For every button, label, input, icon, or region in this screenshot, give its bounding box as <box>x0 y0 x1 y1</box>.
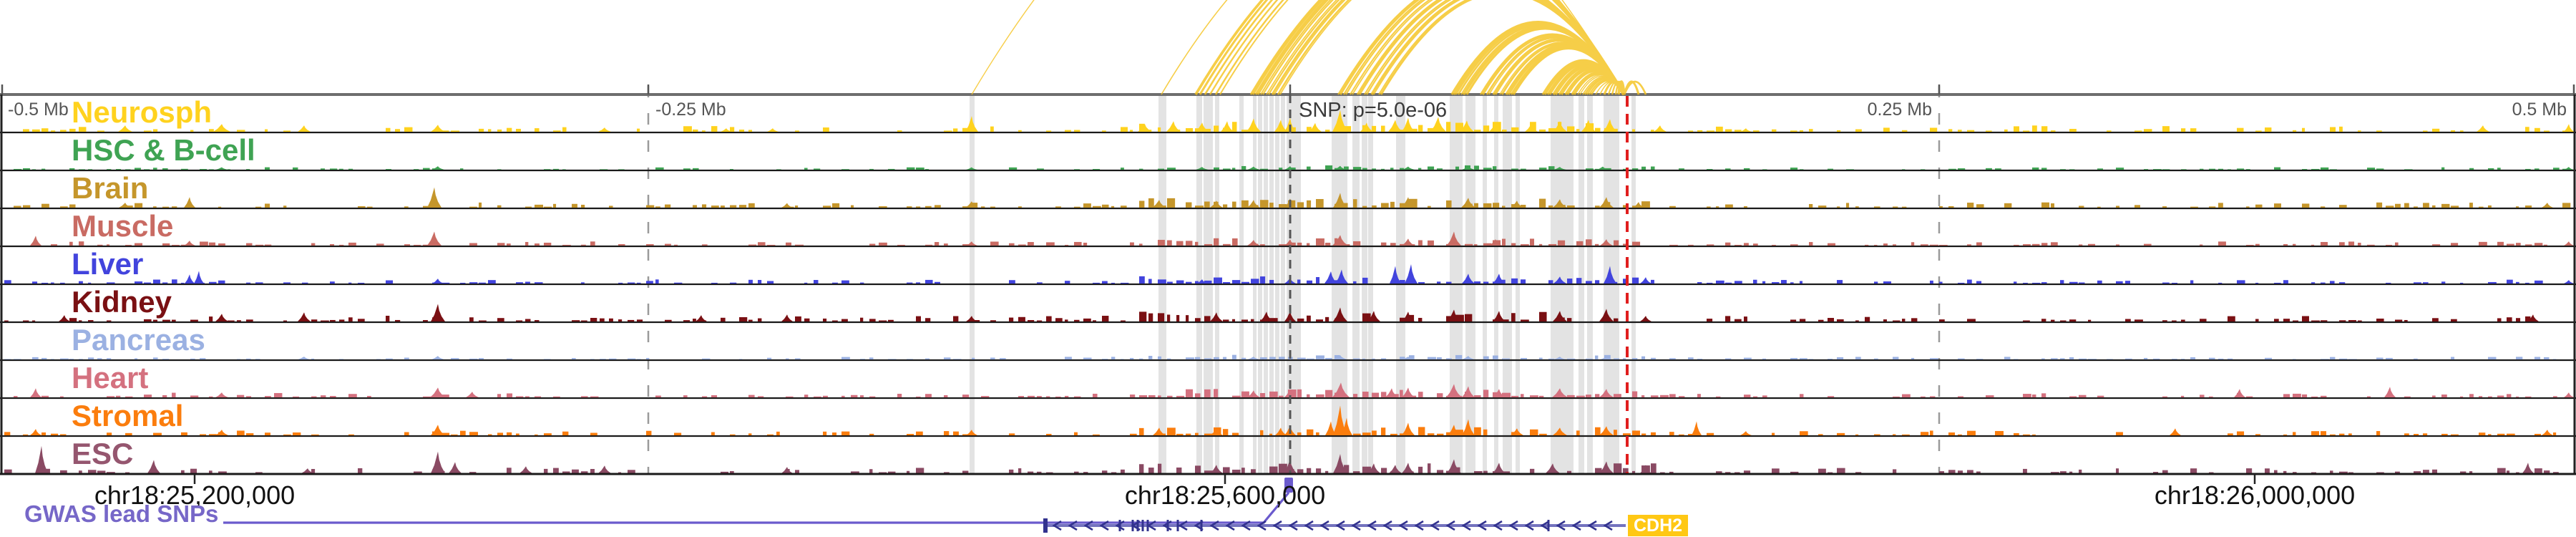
track-label-brain: Brain <box>72 171 149 205</box>
signal-muscle <box>30 231 2574 246</box>
track-label-pancreas: Pancreas <box>72 323 205 357</box>
gene-label-cdh2: CDH2 <box>1628 515 1689 536</box>
track-label-hsc-b-cell: HSC & B-cell <box>72 133 255 167</box>
track-label-neurosph: Neurosph <box>72 95 213 129</box>
track-label-esc: ESC <box>72 437 134 470</box>
track-label-stromal: Stromal <box>72 399 184 432</box>
track-label-heart: Heart <box>72 361 149 395</box>
gwas-lead-snps-label: GWAS lead SNPs <box>24 500 219 527</box>
axis-tick-label-0-25mb: 0.25 Mb <box>1867 100 1932 120</box>
signal-hsc-b-cell <box>14 165 2574 170</box>
signal-neurosph <box>23 110 2574 132</box>
track-borders <box>0 93 2576 475</box>
coordinate-label-26000000: chr18:26,000,000 <box>2154 480 2356 510</box>
interaction-arcs <box>971 0 1647 95</box>
signal-stromal <box>4 405 2557 435</box>
axis-tick-label-0-5mb: 0.5 Mb <box>2512 100 2567 120</box>
signal-pancreas <box>4 354 2557 359</box>
coordinate-label-25600000: chr18:25,600,000 <box>1124 480 1326 510</box>
track-label-kidney: Kidney <box>72 285 172 319</box>
axis-tick-label-minus-0-25mb: -0.25 Mb <box>655 100 726 120</box>
signal-heart <box>14 382 2574 397</box>
axis-tick-label-minus-0-5mb: -0.5 Mb <box>8 100 69 120</box>
signal-kidney <box>4 304 2539 321</box>
track-label-liver: Liver <box>72 247 144 281</box>
coordinate-label-25200000: chr18:25,200,000 <box>94 480 296 510</box>
track-label-muscle: Muscle <box>72 209 174 243</box>
signal-esc <box>4 445 2559 473</box>
signal-liver <box>4 264 2574 284</box>
signal-brain <box>14 187 2571 208</box>
gene-model-cdh2 <box>1043 518 1626 533</box>
snp-pvalue-label: SNP: p=5.0e-06 <box>1299 99 1448 122</box>
